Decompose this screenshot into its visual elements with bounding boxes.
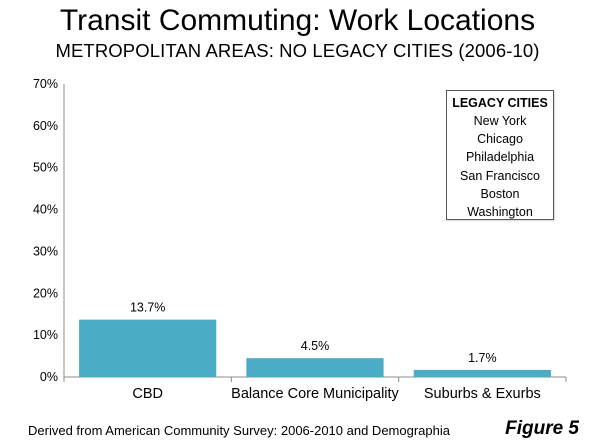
- x-tick-label: CBD: [132, 386, 163, 402]
- x-tick-label: Balance Core Municipality: [231, 386, 399, 402]
- chart-subtitle: METROPOLITAN AREAS: NO LEGACY CITIES (20…: [55, 40, 540, 61]
- legacy-city-item: San Francisco: [460, 168, 540, 183]
- y-tick-label: 60%: [33, 119, 58, 133]
- y-tick-label: 70%: [33, 77, 58, 91]
- data-label: 13.7%: [130, 301, 165, 315]
- bar: [246, 358, 384, 377]
- y-tick-label: 20%: [33, 286, 58, 300]
- legacy-city-item: New York: [473, 114, 527, 128]
- legacy-city-item: Washington: [467, 205, 533, 220]
- legacy-cities-box: LEGACY CITIES New York Chicago Philadelp…: [446, 90, 554, 220]
- y-tick-label: 50%: [33, 161, 58, 175]
- chart-title: Transit Commuting: Work Locations: [59, 4, 536, 37]
- y-tick-label: 0%: [40, 370, 58, 384]
- source-note: Derived from American Community Survey: …: [28, 423, 450, 438]
- bar: [413, 369, 551, 377]
- legacy-city-item: Chicago: [477, 132, 523, 147]
- legacy-city-item: Philadelphia: [465, 150, 535, 165]
- legacy-city-item: Boston: [480, 186, 520, 201]
- y-tick-label: 30%: [33, 244, 58, 258]
- y-tick-label: 10%: [33, 328, 58, 342]
- legacy-cities-title: LEGACY CITIES: [452, 96, 548, 110]
- y-tick-label: 40%: [33, 203, 58, 217]
- figure-label: Figure 5: [505, 418, 579, 439]
- data-label: 1.7%: [468, 351, 497, 365]
- data-label: 4.5%: [301, 339, 330, 353]
- bar: [79, 319, 217, 377]
- x-tick-label: Suburbs & Exurbs: [424, 386, 541, 402]
